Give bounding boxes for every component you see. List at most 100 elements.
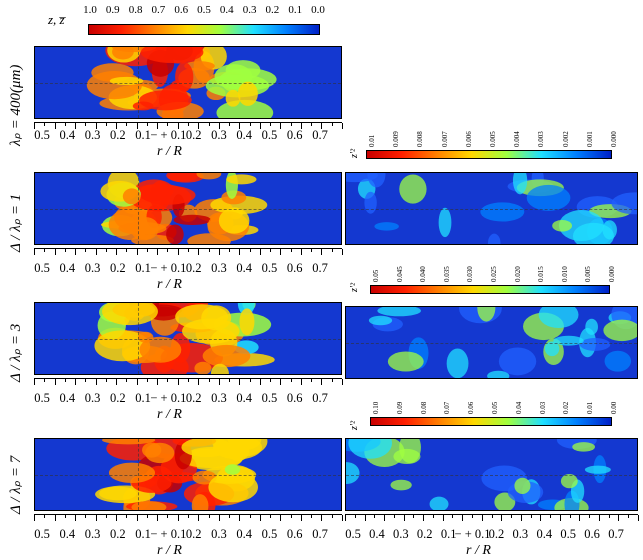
axis-tick bbox=[550, 515, 552, 518]
axis-tick bbox=[321, 379, 323, 385]
axis-tick-label: 0.5 bbox=[34, 527, 50, 541]
panel1-colorbar-label: z′² bbox=[349, 148, 360, 158]
centerline-horizontal bbox=[35, 208, 341, 210]
main-colorbar bbox=[88, 24, 320, 35]
axis-tick bbox=[157, 249, 159, 255]
row3-label: Δ / λₚ = 3 bbox=[8, 323, 24, 382]
axis-title-left-row2: r / R bbox=[157, 277, 182, 292]
colorbar-tick-label: 0.020 bbox=[513, 266, 522, 282]
axis-tick-label: 0.6 bbox=[286, 527, 303, 541]
axis-tick-label: 0.3 bbox=[211, 527, 227, 541]
colorbar-tick-label: 0.025 bbox=[490, 266, 498, 282]
panel3-colorbar-ticks: 0.10 0.09 0.08 0.07 0.06 0.05 0.04 0.03 0.02 0.01… bbox=[372, 402, 618, 416]
axis-tick bbox=[136, 123, 138, 129]
colorbar-tick-label: 0.5 bbox=[197, 4, 211, 16]
axis-tick bbox=[471, 515, 473, 518]
ticks-left-row2: 0.5 0.4 0.3 0.2 0.1− + 0.1 0.2 0.3 0.4 0.5 0.6 0.7 bbox=[34, 261, 342, 275]
axis-tick bbox=[146, 123, 148, 126]
axis-tick-label: − + 0.1 bbox=[150, 391, 187, 405]
ticks-right-row4: 0.5 0.4 0.3 0.2 0.1− + 0.1 0.2 0.3 0.4 0.5 0.6 0.7 bbox=[345, 527, 638, 541]
centerline-horizontal bbox=[35, 338, 341, 340]
axis-tick bbox=[198, 379, 200, 385]
axis-tick bbox=[259, 123, 261, 129]
panel1-colorbar-ticks: 0.01 0.009 0.008 0.007 0.006 0.005 0.004 0.003 0… bbox=[368, 131, 618, 149]
axis-tick bbox=[311, 379, 313, 382]
axis-tick-label: 0.4 bbox=[236, 391, 252, 405]
axis-tick bbox=[481, 515, 483, 521]
axis-tick bbox=[270, 123, 272, 126]
axis-tick bbox=[270, 515, 272, 518]
colorbar-tick-label: 0.035 bbox=[442, 266, 451, 282]
axis-tick bbox=[342, 515, 343, 521]
field-image bbox=[346, 173, 637, 244]
ticks-left-row3: 0.5 0.4 0.3 0.2 0.1− + 0.1 0.2 0.3 0.4 0.5 0.6 0.7 bbox=[34, 391, 342, 405]
axis-left-row2 bbox=[34, 248, 343, 260]
axis-tick bbox=[311, 123, 313, 126]
axis-tick bbox=[208, 515, 210, 518]
axis-tick bbox=[442, 515, 444, 521]
axis-tick bbox=[208, 379, 210, 382]
axis-tick bbox=[342, 249, 343, 255]
colorbar-tick-label: 0.001 bbox=[585, 131, 594, 147]
axis-tick bbox=[229, 515, 231, 518]
axis-tick bbox=[126, 515, 128, 518]
centerline-vertical bbox=[137, 47, 139, 118]
axis-tick-label: 0.2 bbox=[185, 128, 202, 142]
axis-tick-label: 0.5 bbox=[261, 128, 278, 142]
axis-tick-label: 0.6 bbox=[584, 527, 600, 541]
axis-tick bbox=[44, 249, 46, 252]
axis-tick bbox=[188, 123, 189, 126]
colorbar-tick-label: 0.002 bbox=[561, 131, 570, 147]
axis-tick bbox=[198, 249, 200, 255]
axis-tick bbox=[321, 249, 323, 255]
main-colorbar-ticks: 1.0 0.9 0.8 0.7 0.6 0.5 0.4 0.3 0.2 0.1 0.0 bbox=[83, 4, 325, 18]
axis-tick bbox=[34, 379, 35, 385]
axis-tick bbox=[64, 379, 66, 382]
axis-tick bbox=[311, 515, 313, 518]
axis-tick bbox=[491, 515, 493, 518]
axis-tick bbox=[321, 123, 323, 129]
axis-tick bbox=[384, 515, 386, 521]
colorbar-tick-label: 0.004 bbox=[513, 131, 522, 147]
colorbar-tick-label: 0.0 bbox=[311, 4, 325, 16]
colorbar-tick-label: 0.03 bbox=[538, 401, 547, 414]
axis-tick bbox=[136, 249, 138, 255]
axis-tick bbox=[75, 249, 77, 255]
axis-tick bbox=[259, 379, 261, 385]
axis-tick-label: 0.2 bbox=[185, 261, 202, 275]
axis-tick bbox=[218, 515, 220, 521]
colorbar-tick-label: 0.045 bbox=[395, 266, 404, 282]
axis-tick bbox=[290, 123, 292, 126]
axis-left-row3 bbox=[34, 378, 343, 390]
axis-tick bbox=[167, 515, 169, 518]
axis-tick-label: 0.2 bbox=[110, 527, 126, 541]
axis-tick bbox=[300, 123, 302, 129]
axis-tick bbox=[239, 123, 241, 129]
axis-tick-label: 0.6 bbox=[286, 391, 303, 405]
centerline-vertical bbox=[137, 439, 139, 510]
colorbar-tick-label: 0.02 bbox=[562, 401, 571, 414]
panel3-colorbar bbox=[370, 417, 612, 426]
centerline-horizontal bbox=[346, 208, 637, 210]
axis-title-left-row1: r / R bbox=[157, 144, 182, 159]
axis-tick bbox=[452, 515, 454, 518]
axis-tick-label: 0.4 bbox=[59, 261, 76, 275]
axis-tick-label: 0.1 bbox=[135, 128, 151, 142]
axis-tick-label: 0.5 bbox=[261, 391, 278, 405]
colorbar-tick-label: 0.06 bbox=[467, 401, 476, 414]
axis-tick bbox=[105, 249, 107, 252]
axis-tick bbox=[290, 249, 292, 252]
axis-tick bbox=[364, 515, 366, 521]
centerline-vertical bbox=[137, 173, 139, 244]
colorbar-tick-label: 0.008 bbox=[416, 131, 425, 147]
axis-tick bbox=[198, 123, 200, 129]
axis-tick-label: 0.5 bbox=[560, 527, 576, 541]
axis-tick-label: 0.2 bbox=[110, 261, 126, 275]
colorbar-tick-label: 0.2 bbox=[265, 4, 280, 16]
axis-tick bbox=[95, 379, 97, 385]
axis-tick-label: 0.3 bbox=[211, 391, 227, 405]
axis-tick bbox=[559, 515, 561, 521]
centerline-horizontal bbox=[346, 474, 637, 476]
axis-tick bbox=[270, 379, 272, 382]
axis-tick bbox=[249, 123, 251, 126]
